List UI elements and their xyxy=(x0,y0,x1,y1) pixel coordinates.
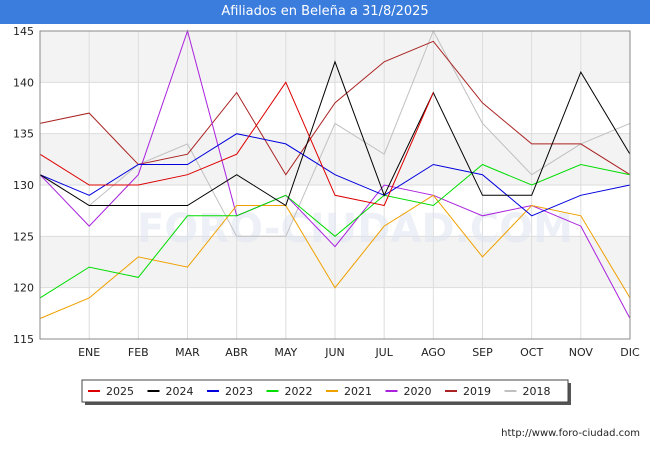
legend-label-2018: 2018 xyxy=(523,385,551,398)
x-tick-label: ABR xyxy=(225,346,248,359)
y-tick-label: 130 xyxy=(13,179,34,192)
legend: 2025 2024 2023 2022 2021 2020 2019 2018 xyxy=(81,379,571,405)
y-axis-ticks: 115 120 125 130 135 140 145 xyxy=(13,25,34,346)
legend-label-2021: 2021 xyxy=(344,385,372,398)
footer-url: http://www.foro-ciudad.com xyxy=(501,428,640,439)
x-tick-label: DIC xyxy=(620,346,640,359)
legend-label-2023: 2023 xyxy=(225,385,253,398)
plot-frame xyxy=(39,30,631,340)
x-tick-label: MAY xyxy=(274,346,297,359)
x-tick-label: JUL xyxy=(374,346,393,359)
legend-box xyxy=(81,379,569,403)
chart-title: Afiliados en Beleña a 31/8/2025 xyxy=(0,0,650,24)
legend-label-2022: 2022 xyxy=(285,385,313,398)
y-tick-label: 115 xyxy=(13,333,34,346)
x-tick-label: AGO xyxy=(421,346,446,359)
y-tick-label: 145 xyxy=(13,25,34,38)
legend-label-2024: 2024 xyxy=(166,385,194,398)
y-tick-label: 135 xyxy=(13,128,34,141)
legend-label-2020: 2020 xyxy=(404,385,432,398)
series-lines xyxy=(39,29,631,319)
series-line-2024 xyxy=(39,60,631,207)
y-tick-label: 120 xyxy=(13,282,34,295)
x-tick-label: NOV xyxy=(569,346,594,359)
series-line-2021 xyxy=(39,194,631,319)
x-axis-ticks: ENE FEB MAR ABR MAY JUN JUL AGO SEP OCT NOV DIC xyxy=(78,346,640,359)
y-tick-label: 140 xyxy=(13,76,34,89)
x-tick-label: ENE xyxy=(78,346,100,359)
series-line-2025 xyxy=(39,81,434,207)
legend-label-2019: 2019 xyxy=(463,385,491,398)
legend-label-2025: 2025 xyxy=(106,385,134,398)
series-line-2022 xyxy=(39,163,631,299)
series-line-2023 xyxy=(39,133,631,217)
x-tick-label: SEP xyxy=(472,346,493,359)
x-tick-label: JUN xyxy=(324,346,345,359)
y-tick-label: 125 xyxy=(13,230,34,243)
line-chart: FORO-CIUDAD.COM 115 120 125 130 135 140 145 EN… xyxy=(13,25,640,405)
x-tick-label: OCT xyxy=(520,346,543,359)
x-tick-label: FEB xyxy=(128,346,149,359)
x-tick-label: MAR xyxy=(175,346,200,359)
watermark: FORO-CIUDAD.COM xyxy=(137,206,573,252)
